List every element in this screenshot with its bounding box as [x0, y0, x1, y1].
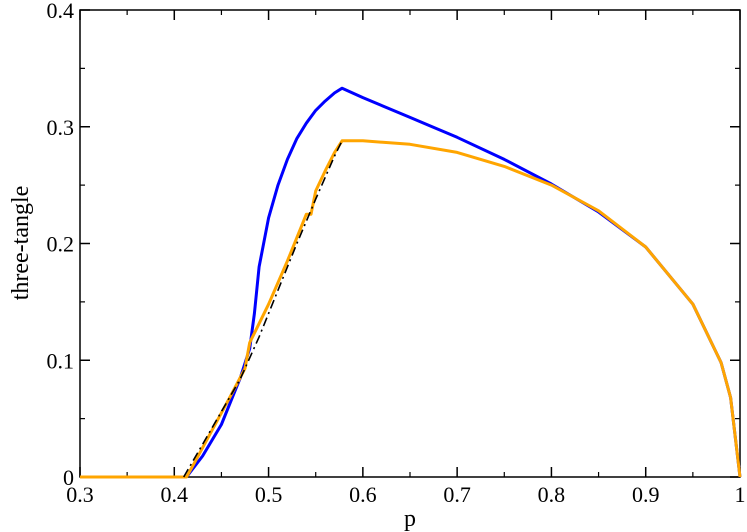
x-tick-label: 0.6	[349, 482, 377, 507]
y-axis-title: three-tangle	[8, 186, 34, 301]
series-line-2	[80, 139, 742, 479]
y-tick-label: 0.3	[47, 115, 75, 140]
y-tick-label: 0.1	[47, 348, 75, 373]
x-tick-label: 0.4	[161, 482, 189, 507]
series-lines	[80, 86, 742, 479]
x-tick-label: 1	[735, 482, 746, 507]
x-tick-label: 0.5	[255, 482, 283, 507]
x-axis-title: p	[404, 506, 416, 532]
x-tick-label: 0.7	[443, 482, 471, 507]
series-line-1	[185, 86, 742, 478]
x-axis-ticks: 0.3 0.4 0.5 0.6 0.7 0.8 0.9 1	[66, 10, 746, 507]
x-tick-label: 0.3	[66, 482, 94, 507]
series-line-3	[183, 140, 343, 478]
x-tick-label: 0.8	[538, 482, 566, 507]
y-tick-label: 0.4	[47, 0, 75, 23]
x-tick-label: 0.9	[632, 482, 660, 507]
y-tick-label: 0	[63, 465, 74, 490]
y-tick-label: 0.2	[47, 232, 75, 257]
y-axis-ticks: 0 0.1 0.2 0.3 0.4	[47, 0, 740, 490]
